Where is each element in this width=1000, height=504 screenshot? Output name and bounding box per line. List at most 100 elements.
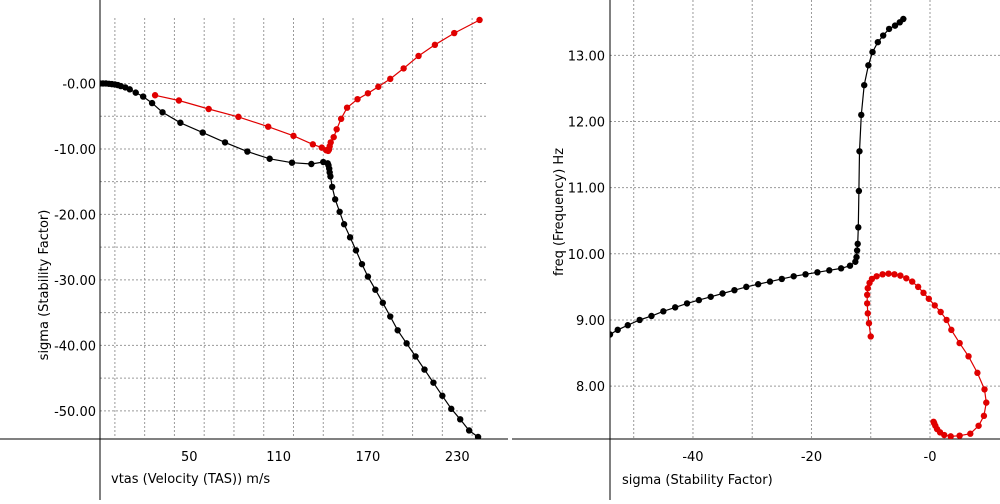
- right-y-tick-label: 11.00: [568, 182, 605, 197]
- left-data-point: [451, 29, 458, 37]
- left-grid: [100, 18, 487, 437]
- right-data-point: [731, 286, 738, 294]
- right-data-point: [864, 284, 871, 292]
- right-data-point: [925, 295, 933, 302]
- right-data-point: [885, 25, 893, 33]
- right-data-point: [879, 32, 887, 39]
- right-data-point: [856, 148, 863, 155]
- left-y-tick-label: -20.00: [54, 208, 96, 223]
- left-data-point: [430, 379, 437, 386]
- left-data-point: [264, 123, 272, 130]
- right-data-point: [624, 322, 631, 329]
- right-data-point: [947, 433, 954, 439]
- left-data-point: [151, 92, 159, 99]
- right-y-tick-label: 12.00: [568, 116, 605, 131]
- right-y-tick-label: 13.00: [568, 49, 605, 64]
- right-data-point: [610, 331, 614, 338]
- right-data-point: [914, 283, 922, 291]
- right-data-point: [837, 265, 845, 272]
- right-data-point: [853, 253, 860, 261]
- right-series-line: [610, 18, 904, 336]
- left-data-point: [465, 427, 473, 434]
- left-y-tick-label: -0.00: [62, 77, 96, 92]
- left-data-point: [352, 247, 360, 254]
- right-data-point: [865, 320, 873, 327]
- left-data-point: [337, 115, 345, 123]
- right-data-point: [948, 326, 955, 334]
- right-data-point: [983, 399, 990, 406]
- right-data-point: [863, 300, 871, 307]
- right-y-axis-label: freq (Frequency) Hz: [552, 148, 567, 276]
- right-data-point: [869, 48, 876, 56]
- left-x-tick-label: 230: [445, 450, 470, 465]
- right-data-point: [707, 293, 714, 300]
- right-data-point: [853, 247, 861, 254]
- right-data-point: [858, 111, 865, 119]
- left-x-tick-label: 110: [266, 450, 291, 465]
- left-data-point: [308, 160, 315, 168]
- right-data-point: [814, 269, 821, 276]
- left-y-tick-label: -30.00: [54, 274, 96, 289]
- right-data-point: [671, 304, 679, 311]
- right-data-point: [931, 302, 938, 309]
- left-data-point: [403, 340, 410, 347]
- left-data-point: [343, 104, 351, 111]
- left-data-point: [235, 113, 242, 121]
- left-series-0: [100, 80, 482, 439]
- right-data-point: [967, 430, 974, 437]
- right-data-point: [897, 272, 904, 279]
- right-data-point: [855, 224, 862, 231]
- right-data-point: [766, 278, 774, 285]
- left-data-point: [375, 83, 382, 90]
- left-data-point: [474, 433, 482, 439]
- right-data-point: [790, 273, 797, 280]
- left-x-axis-label: vtas (Velocity (TAS)) m/s: [111, 472, 270, 487]
- right-y-tick-label: 10.00: [568, 248, 605, 263]
- right-data-point: [974, 369, 981, 377]
- right-data-point: [868, 275, 876, 283]
- left-data-point: [421, 366, 428, 373]
- right-data-point: [956, 432, 963, 439]
- right-data-point: [873, 273, 880, 280]
- right-data-point: [891, 22, 899, 29]
- left-y-tick-label: -10.00: [54, 143, 96, 158]
- left-chart: 50 110 170 230 -0.00 -10.00 -20.00 -30.00 -40.00…: [0, 0, 508, 500]
- left-data-point: [364, 273, 372, 280]
- right-data-point: [719, 290, 726, 297]
- left-series-line: [100, 82, 479, 438]
- left-data-point: [346, 234, 354, 241]
- left-data-point: [330, 133, 337, 141]
- left-data-point: [177, 119, 184, 126]
- left-data-point: [412, 353, 419, 360]
- right-data-point: [891, 271, 898, 278]
- left-data-point: [148, 99, 156, 107]
- left-data-point: [221, 139, 229, 146]
- right-y-tick-label: 8.00: [576, 380, 605, 395]
- left-data-point: [132, 89, 139, 96]
- right-data-point: [865, 62, 872, 69]
- left-data-point: [400, 65, 407, 72]
- left-y-axis-label: sigma (Stability Factor): [37, 210, 52, 361]
- left-data-point: [205, 105, 212, 113]
- right-data-point: [614, 326, 621, 334]
- left-data-point: [175, 97, 183, 104]
- left-data-point: [439, 392, 446, 399]
- left-data-point: [387, 75, 394, 83]
- right-series-0: [610, 15, 907, 338]
- right-chart: -40 -20 -0 8.00 9.00 10.00 11.00 12.00 13.00: [512, 0, 1000, 500]
- left-data-point: [394, 327, 401, 334]
- left-data-point: [309, 141, 317, 148]
- right-x-axis-label: sigma (Stability Factor): [622, 473, 773, 488]
- left-data-point: [288, 159, 296, 166]
- right-data-point: [981, 386, 988, 393]
- right-data-point: [864, 310, 871, 317]
- right-data-point: [855, 187, 863, 195]
- right-data-point: [743, 283, 750, 291]
- left-data-point: [333, 126, 340, 133]
- right-data-point: [861, 81, 868, 89]
- left-data-point: [387, 313, 394, 320]
- left-data-point: [340, 221, 348, 228]
- right-data-point: [863, 291, 871, 299]
- right-data-point: [636, 316, 643, 324]
